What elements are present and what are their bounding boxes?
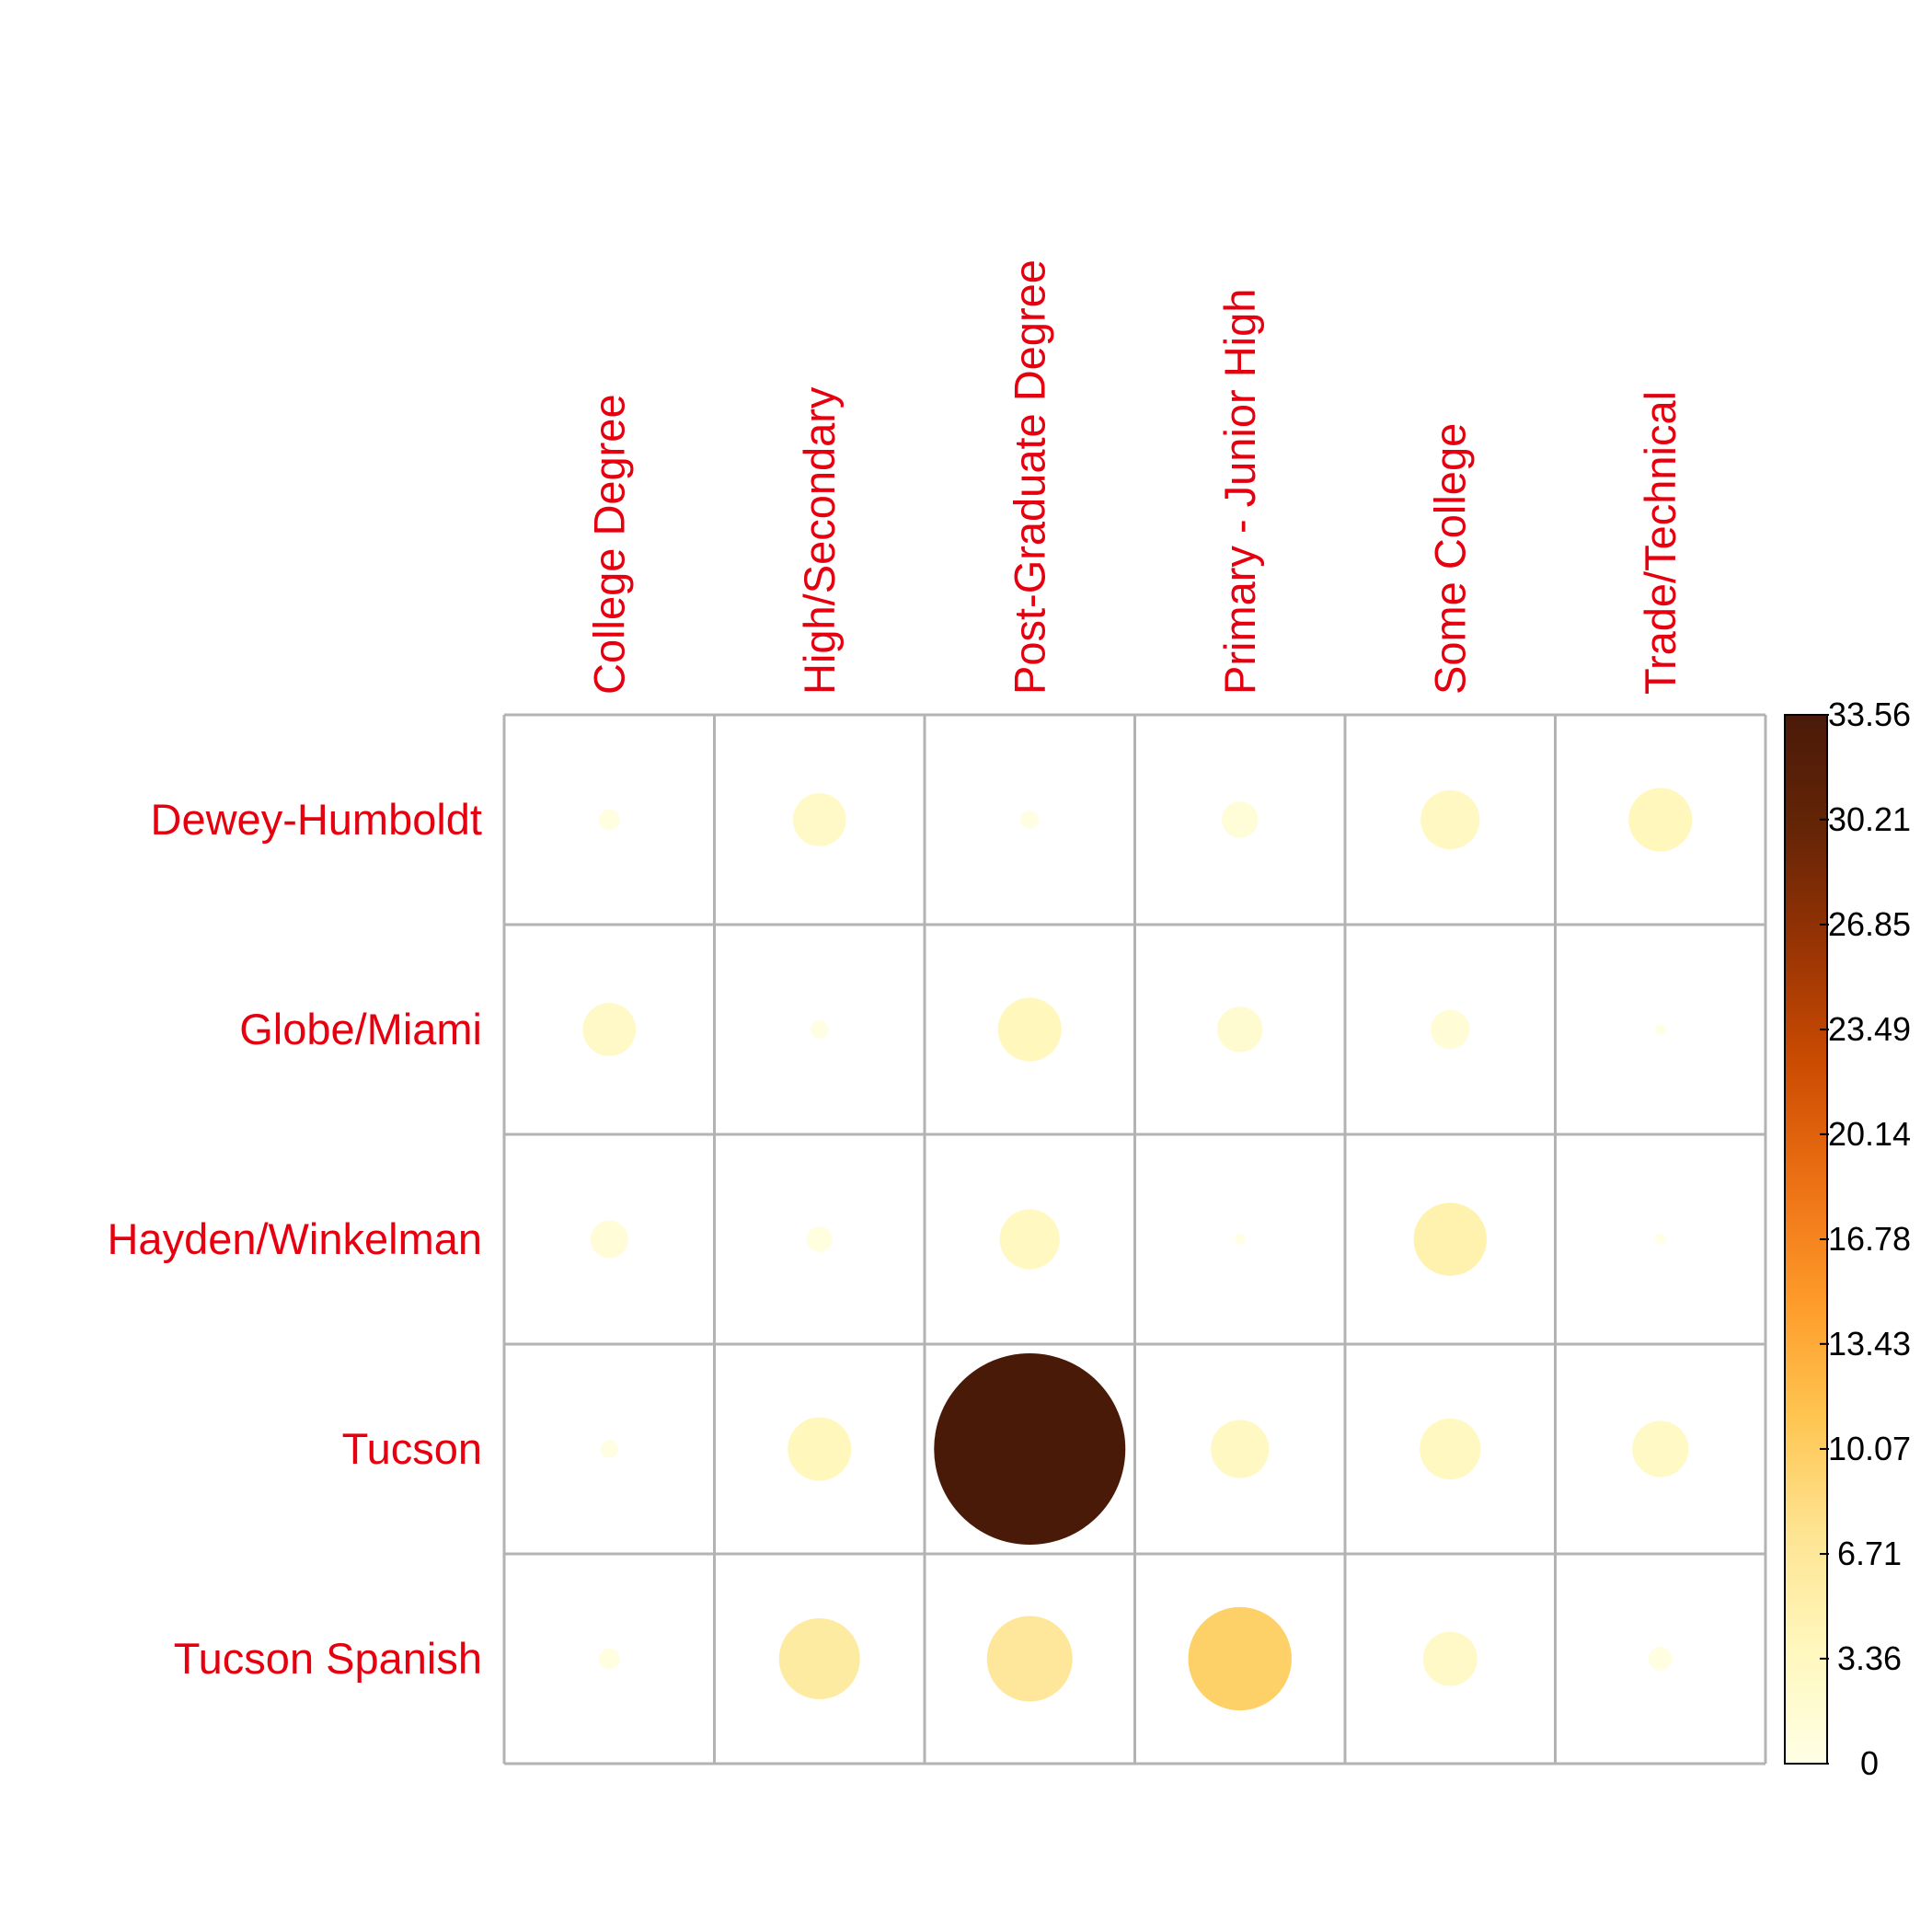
circle-dewey-humboldt-some-college: [1420, 789, 1480, 850]
circle-tucson-spanish-high-secondary: [778, 1618, 860, 1699]
grid: [502, 713, 1767, 1765]
circle-tucson-spanish-primary-junior-high: [1188, 1606, 1292, 1711]
color-legend-ticks: 0 3.36 6.71 10.07 13.43 16.78 20.14 23.49 26.85 3…: [1820, 696, 1911, 1782]
circle-tucson-high-secondary: [788, 1417, 852, 1481]
circle-hayden-winkelman-trade-technical: [1655, 1234, 1666, 1245]
circle-globe-miami-some-college: [1431, 1009, 1470, 1050]
row-label-globe-miami: Globe/Miami: [239, 1005, 482, 1053]
circle-hayden-winkelman-college-degree: [590, 1220, 628, 1259]
circle-hayden-winkelman-some-college: [1413, 1202, 1487, 1276]
circle-tucson-post-graduate-degree: [934, 1353, 1126, 1545]
circle-tucson-some-college: [1420, 1418, 1481, 1480]
circle-globe-miami-college-degree: [582, 1003, 637, 1056]
circle-tucson-college-degree: [600, 1440, 619, 1458]
color-legend-tick-label: 23.49: [1828, 1010, 1911, 1048]
row-label-tucson: Tucson: [342, 1424, 482, 1473]
color-legend-tick-label: 6.71: [1837, 1535, 1902, 1572]
color-legend-tick-label: 10.07: [1828, 1430, 1911, 1467]
circle-dewey-humboldt-high-secondary: [792, 793, 846, 846]
column-label-primary-junior-high: Primary - Junior High: [1215, 289, 1264, 695]
column-label-some-college: Some College: [1425, 423, 1474, 695]
row-labels: Dewey-Humboldt Globe/Miami Hayden/Winkelma…: [107, 795, 482, 1683]
column-label-college-degree: College Degree: [584, 394, 633, 695]
circle-tucson-trade-technical: [1632, 1420, 1689, 1478]
circle-tucson-spanish-trade-technical: [1649, 1647, 1673, 1671]
circle-hayden-winkelman-post-graduate-degree: [999, 1209, 1060, 1270]
circle-globe-miami-trade-technical: [1655, 1024, 1666, 1035]
circles: [582, 788, 1693, 1711]
color-legend-tick-label: 0: [1860, 1744, 1879, 1782]
color-legend-tick-label: 16.78: [1828, 1220, 1911, 1258]
color-legend-tick-label: 3.36: [1837, 1639, 1902, 1677]
column-label-post-graduate-degree: Post-Graduate Degree: [1005, 259, 1053, 695]
circle-globe-miami-post-graduate-degree: [997, 997, 1062, 1062]
circle-dewey-humboldt-primary-junior-high: [1222, 801, 1259, 838]
row-label-dewey-humboldt: Dewey-Humboldt: [151, 795, 482, 844]
color-legend-tick-label: 26.85: [1828, 905, 1911, 943]
circle-tucson-spanish-some-college: [1422, 1631, 1478, 1686]
column-labels: College Degree High/Secondary Post-Graduat…: [584, 259, 1685, 695]
circle-hayden-winkelman-high-secondary: [806, 1226, 833, 1252]
circle-tucson-primary-junior-high: [1211, 1420, 1270, 1478]
column-label-trade-technical: Trade/Technical: [1636, 391, 1685, 695]
circle-tucson-spanish-post-graduate-degree: [986, 1616, 1073, 1702]
color-legend: 0 3.36 6.71 10.07 13.43 16.78 20.14 23.49 26.85 3…: [1784, 696, 1911, 1782]
circle-dewey-humboldt-college-degree: [598, 809, 620, 831]
color-legend-tick-label: 30.21: [1828, 800, 1911, 838]
circle-dewey-humboldt-post-graduate-degree: [1020, 811, 1040, 829]
row-label-tucson-spanish: Tucson Spanish: [174, 1634, 482, 1683]
color-legend-tick-label: 33.56: [1828, 696, 1911, 733]
column-label-high-secondary: High/Secondary: [795, 386, 844, 695]
circle-hayden-winkelman-primary-junior-high: [1235, 1234, 1246, 1245]
color-legend-tick-label: 20.14: [1828, 1115, 1911, 1153]
circle-dewey-humboldt-trade-technical: [1628, 788, 1693, 852]
color-legend-tick-label: 13.43: [1828, 1325, 1911, 1363]
circle-globe-miami-primary-junior-high: [1217, 1006, 1263, 1052]
circle-tucson-spanish-college-degree: [598, 1648, 620, 1670]
circle-globe-miami-high-secondary: [810, 1020, 829, 1039]
row-label-hayden-winkelman: Hayden/Winkelman: [107, 1214, 482, 1263]
